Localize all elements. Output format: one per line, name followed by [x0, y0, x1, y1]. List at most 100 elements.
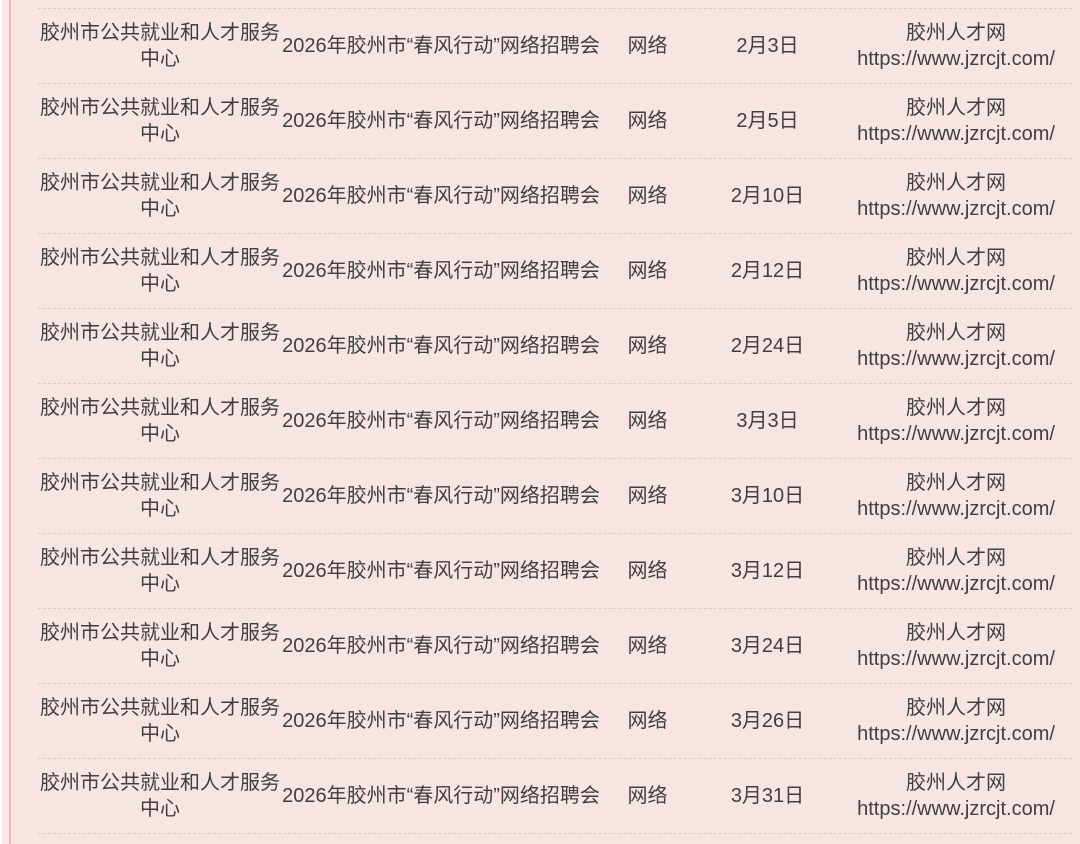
site-url-text: https://www.jzrcjt.com/ [857, 573, 1055, 595]
cell-organizer: 胶州市公共就业和人才服务中心 [38, 9, 282, 83]
date-text: 3月24日 [730, 635, 805, 657]
table-row: 胶州市公共就业和人才服务中心 2026年胶州市“春风行动”网络招聘会 网络 2月… [38, 9, 1072, 84]
site-name-text: 胶州人才网 [906, 322, 1006, 344]
cell-website: 胶州人才网 https://www.jzrcjt.com/ [840, 609, 1072, 683]
site-name-text: 胶州人才网 [906, 697, 1006, 719]
site-name-text: 胶州人才网 [906, 472, 1006, 494]
cell-format: 网络 [600, 459, 695, 533]
cell-website: 胶州人才网 https://www.jzrcjt.com/ [840, 759, 1072, 833]
cell-date: 2月24日 [695, 309, 840, 383]
date-text: 2月24日 [730, 335, 805, 357]
organizer-text: 胶州市公共就业和人才服务中心 [40, 172, 280, 220]
table-row: 胶州市公共就业和人才服务中心 2026年胶州市“春风行动”网络招聘会 网络 3月… [38, 684, 1072, 759]
site-url-text: https://www.jzrcjt.com/ [857, 123, 1055, 145]
table-row: 胶州市公共就业和人才服务中心 2026年胶州市“春风行动”网络招聘会 网络 3月… [38, 759, 1072, 834]
cell-event-name: 2026年胶州市“春风行动”网络招聘会 [282, 459, 600, 533]
format-text: 网络 [627, 635, 668, 657]
event-name-text: 2026年胶州市“春风行动”网络招聘会 [282, 410, 600, 432]
site-url-text: https://www.jzrcjt.com/ [857, 798, 1055, 820]
format-text: 网络 [627, 785, 668, 807]
cell-date: 2月3日 [695, 9, 840, 83]
date-text: 3月12日 [730, 560, 805, 582]
cell-date: 2月5日 [695, 84, 840, 158]
cell-website: 胶州人才网 https://www.jzrcjt.com/ [840, 684, 1072, 758]
site-name-text: 胶州人才网 [906, 547, 1006, 569]
site-name-text: 胶州人才网 [906, 397, 1006, 419]
format-text: 网络 [627, 185, 668, 207]
format-text: 网络 [627, 335, 668, 357]
cell-organizer: 胶州市公共就业和人才服务中心 [38, 684, 282, 758]
cell-event-name: 2026年胶州市“春风行动”网络招聘会 [282, 609, 600, 683]
event-name-text: 2026年胶州市“春风行动”网络招聘会 [282, 710, 600, 732]
cell-date: 3月12日 [695, 534, 840, 608]
event-name-text: 2026年胶州市“春风行动”网络招聘会 [282, 335, 600, 357]
event-name-text: 2026年胶州市“春风行动”网络招聘会 [282, 260, 600, 282]
format-text: 网络 [627, 485, 668, 507]
cell-website: 胶州人才网 https://www.jzrcjt.com/ [840, 84, 1072, 158]
event-name-text: 2026年胶州市“春风行动”网络招聘会 [282, 185, 600, 207]
organizer-text: 胶州市公共就业和人才服务中心 [40, 247, 280, 295]
organizer-text: 胶州市公共就业和人才服务中心 [40, 622, 280, 670]
cell-format: 网络 [600, 159, 695, 233]
cell-format: 网络 [600, 609, 695, 683]
format-text: 网络 [627, 260, 668, 282]
cell-organizer: 胶州市公共就业和人才服务中心 [38, 234, 282, 308]
cell-event-name: 2026年胶州市“春风行动”网络招聘会 [282, 9, 600, 83]
organizer-text: 胶州市公共就业和人才服务中心 [40, 547, 280, 595]
left-accent-strip [2, 0, 11, 844]
site-name-text: 胶州人才网 [906, 772, 1006, 794]
cell-website: 胶州人才网 https://www.jzrcjt.com/ [840, 309, 1072, 383]
cell-event-name: 2026年胶州市“春风行动”网络招聘会 [282, 759, 600, 833]
cell-event-name: 2026年胶州市“春风行动”网络招聘会 [282, 309, 600, 383]
cell-organizer: 胶州市公共就业和人才服务中心 [38, 159, 282, 233]
cell-date: 2月10日 [695, 159, 840, 233]
site-name-text: 胶州人才网 [906, 97, 1006, 119]
table-row: 胶州市公共就业和人才服务中心 2026年胶州市“春风行动”网络招聘会 网络 3月… [38, 384, 1072, 459]
date-text: 3月26日 [730, 710, 805, 732]
site-name-text: 胶州人才网 [906, 172, 1006, 194]
site-name-text: 胶州人才网 [906, 22, 1006, 44]
site-url-text: https://www.jzrcjt.com/ [857, 723, 1055, 745]
cell-organizer: 胶州市公共就业和人才服务中心 [38, 609, 282, 683]
organizer-text: 胶州市公共就业和人才服务中心 [40, 697, 280, 745]
event-name-text: 2026年胶州市“春风行动”网络招聘会 [282, 110, 600, 132]
organizer-text: 胶州市公共就业和人才服务中心 [40, 322, 280, 370]
table-row: 胶州市公共就业和人才服务中心 2026年胶州市“春风行动”网络招聘会 网络 2月… [38, 84, 1072, 159]
event-name-text: 2026年胶州市“春风行动”网络招聘会 [282, 635, 600, 657]
cell-format: 网络 [600, 84, 695, 158]
cell-organizer: 胶州市公共就业和人才服务中心 [38, 84, 282, 158]
site-url-text: https://www.jzrcjt.com/ [857, 348, 1055, 370]
cell-event-name: 2026年胶州市“春风行动”网络招聘会 [282, 384, 600, 458]
site-url-text: https://www.jzrcjt.com/ [857, 498, 1055, 520]
event-name-text: 2026年胶州市“春风行动”网络招聘会 [282, 785, 600, 807]
format-text: 网络 [627, 710, 668, 732]
cell-website: 胶州人才网 https://www.jzrcjt.com/ [840, 534, 1072, 608]
site-url-text: https://www.jzrcjt.com/ [857, 48, 1055, 70]
table-row: 胶州市公共就业和人才服务中心 2026年胶州市“春风行动”网络招聘会 网络 3月… [38, 459, 1072, 534]
date-text: 3月31日 [730, 785, 805, 807]
cell-website: 胶州人才网 https://www.jzrcjt.com/ [840, 384, 1072, 458]
cell-website: 胶州人才网 https://www.jzrcjt.com/ [840, 159, 1072, 233]
table-row: 胶州市公共就业和人才服务中心 2026年胶州市“春风行动”网络招聘会 网络 2月… [38, 309, 1072, 384]
cell-organizer: 胶州市公共就业和人才服务中心 [38, 459, 282, 533]
organizer-text: 胶州市公共就业和人才服务中心 [40, 97, 280, 145]
cell-event-name: 2026年胶州市“春风行动”网络招聘会 [282, 84, 600, 158]
cell-organizer: 胶州市公共就业和人才服务中心 [38, 534, 282, 608]
cell-event-name: 2026年胶州市“春风行动”网络招聘会 [282, 534, 600, 608]
date-text: 3月3日 [736, 410, 799, 432]
cell-format: 网络 [600, 759, 695, 833]
cell-organizer: 胶州市公共就业和人才服务中心 [38, 309, 282, 383]
date-text: 3月10日 [730, 485, 805, 507]
cell-event-name: 2026年胶州市“春风行动”网络招聘会 [282, 159, 600, 233]
table-row: 胶州市公共就业和人才服务中心 2026年胶州市“春风行动”网络招聘会 网络 2月… [38, 159, 1072, 234]
cell-format: 网络 [600, 384, 695, 458]
event-name-text: 2026年胶州市“春风行动”网络招聘会 [282, 35, 600, 57]
cell-format: 网络 [600, 534, 695, 608]
cell-website: 胶州人才网 https://www.jzrcjt.com/ [840, 459, 1072, 533]
page-left-edge [0, 0, 2, 844]
cell-format: 网络 [600, 684, 695, 758]
table-row: 胶州市公共就业和人才服务中心 2026年胶州市“春风行动”网络招聘会 网络 3月… [38, 534, 1072, 609]
cell-date: 3月24日 [695, 609, 840, 683]
site-url-text: https://www.jzrcjt.com/ [857, 648, 1055, 670]
